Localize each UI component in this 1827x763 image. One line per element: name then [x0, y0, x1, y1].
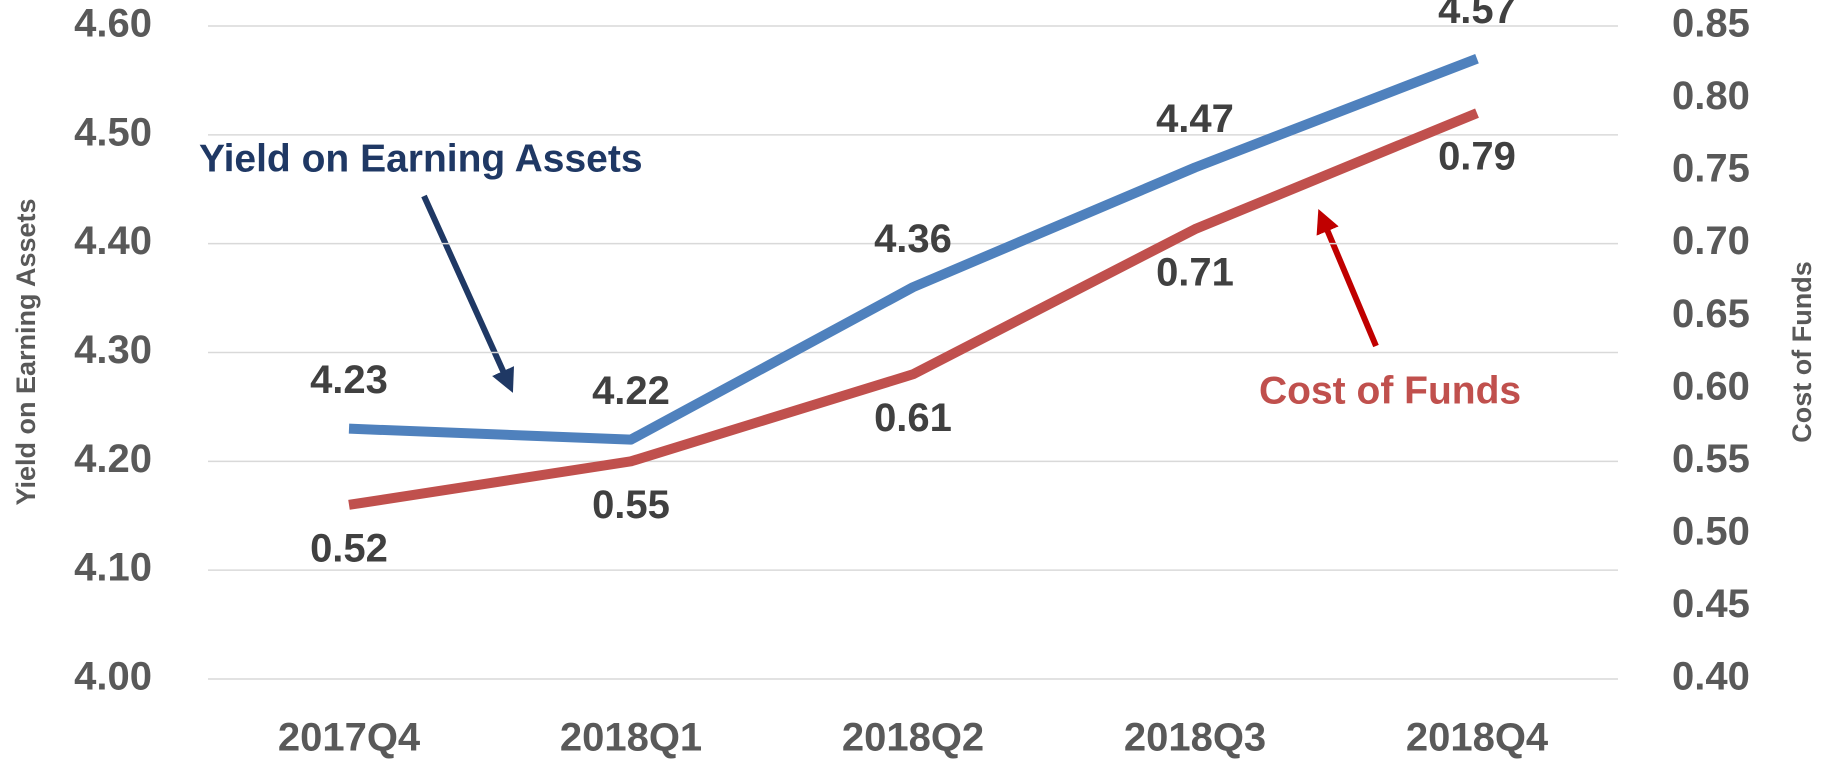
annotation-arrow	[421, 194, 514, 393]
y2-tick-label: 0.40	[1672, 655, 1750, 699]
y2-tick-label: 0.80	[1672, 74, 1750, 118]
y-tick-label: 4.40	[74, 219, 152, 263]
data-label: 0.71	[1156, 251, 1234, 295]
series-line	[348, 53, 1479, 445]
series-annotation: Yield on Earning Assets	[199, 137, 643, 180]
y2-tick-label: 0.50	[1672, 509, 1750, 553]
x-tick-label: 2018Q1	[560, 716, 702, 760]
y-tick-label: 4.00	[74, 655, 152, 699]
data-label: 4.47	[1156, 97, 1234, 141]
y2-tick-label: 0.65	[1672, 292, 1750, 336]
x-tick-label: 2018Q3	[1124, 716, 1266, 760]
y-axis-title: Yield on Earning Assets	[11, 198, 41, 505]
data-label: 0.55	[592, 483, 670, 527]
x-tick-label: 2017Q4	[278, 716, 421, 760]
y-tick-label: 4.10	[74, 546, 152, 590]
data-label: 4.36	[874, 217, 952, 261]
y2-tick-label: 0.75	[1672, 147, 1750, 191]
x-tick-label: 2018Q4	[1406, 716, 1549, 760]
y2-tick-label: 0.45	[1672, 582, 1750, 626]
series-line	[348, 108, 1479, 510]
y2-axis-title: Cost of Funds	[1787, 261, 1817, 442]
y2-tick-label: 0.70	[1672, 219, 1750, 263]
data-label: 4.23	[310, 358, 388, 402]
y-tick-label: 4.30	[74, 328, 152, 372]
x-tick-label: 2018Q2	[842, 716, 984, 760]
series-annotation: Cost of Funds	[1259, 369, 1521, 412]
data-label: 0.52	[310, 526, 388, 570]
data-label: 0.79	[1438, 135, 1516, 179]
y-tick-label: 4.50	[74, 110, 152, 154]
data-label: 4.57	[1438, 0, 1516, 32]
data-label: 0.61	[874, 396, 952, 440]
y-tick-label: 4.20	[74, 437, 152, 481]
y-tick-label: 4.60	[74, 2, 152, 46]
annotation-arrow	[1316, 208, 1379, 348]
y2-tick-label: 0.55	[1672, 437, 1750, 481]
data-label: 4.22	[592, 369, 670, 413]
y2-tick-label: 0.85	[1672, 2, 1750, 46]
y2-tick-label: 0.60	[1672, 364, 1750, 408]
